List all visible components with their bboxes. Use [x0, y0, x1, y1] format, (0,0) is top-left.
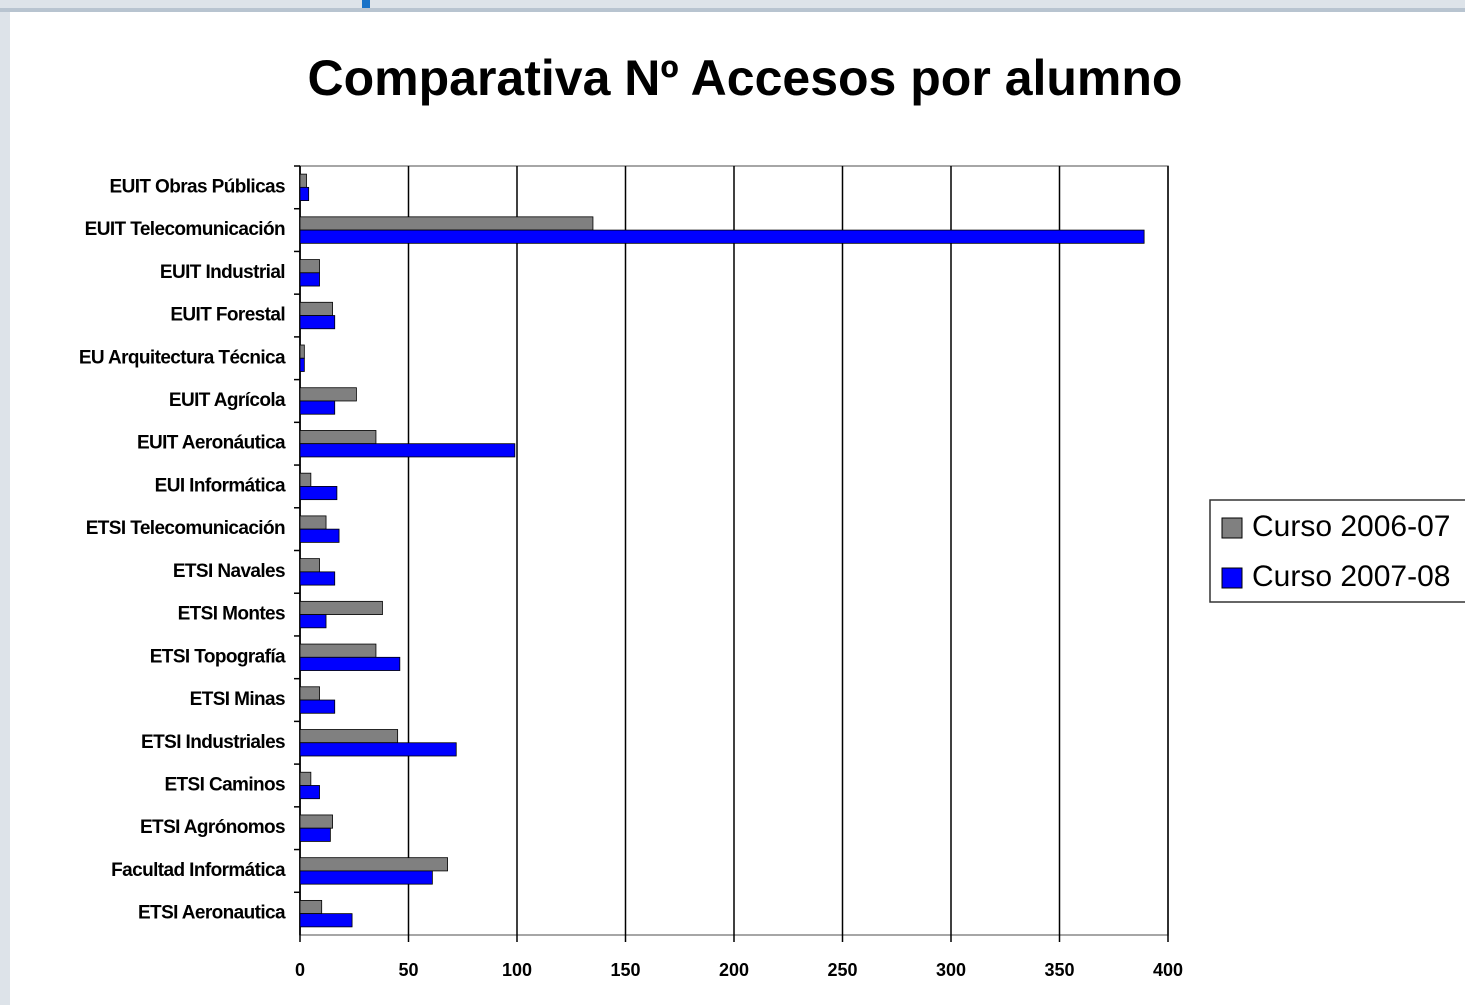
- legend-box: [1209, 499, 1465, 603]
- bar: [299, 387, 357, 402]
- bar: [299, 870, 433, 885]
- bar: [299, 259, 320, 274]
- bar: [299, 558, 320, 573]
- legend-label: Curso 2006-07: [1252, 510, 1450, 543]
- chart-title: Comparativa Nº Accesos por alumno: [308, 50, 1183, 106]
- bar: [299, 357, 305, 372]
- bar: [299, 656, 401, 671]
- top-marker: [362, 0, 370, 8]
- bar: [299, 614, 327, 629]
- bar: [299, 699, 336, 714]
- bar: [299, 443, 516, 458]
- bar: [299, 913, 353, 928]
- bar: [299, 528, 340, 543]
- bar: [299, 643, 377, 658]
- x-tick-label: 0: [295, 960, 305, 980]
- y-tick-label: Facultad Informática: [111, 860, 286, 881]
- y-tick-label: ETSI Telecomunicación: [86, 518, 285, 539]
- y-tick-label: ETSI Aeronautica: [138, 903, 286, 924]
- bar: [299, 814, 333, 829]
- bar: [299, 857, 448, 872]
- x-tick-label: 400: [1153, 960, 1183, 980]
- bar: [299, 827, 331, 842]
- y-tick-label: EUIT Obras Públicas: [110, 176, 286, 197]
- bar: [299, 186, 310, 202]
- x-tick-label: 350: [1044, 960, 1074, 980]
- y-tick-label: EUIT Aeronáutica: [137, 433, 286, 454]
- y-tick-label: EUIT Forestal: [170, 305, 285, 326]
- bar: [299, 216, 594, 231]
- bar: [299, 771, 312, 786]
- y-tick-label: ETSI Agrónomos: [140, 817, 285, 838]
- bar: [299, 229, 1145, 244]
- y-tick-label: ETSI Montes: [178, 604, 285, 625]
- bar: [299, 785, 320, 800]
- bar: [299, 600, 383, 615]
- y-tick-label: EUIT Industrial: [160, 262, 285, 283]
- x-tick-label: 100: [502, 960, 532, 980]
- bar: [299, 571, 336, 586]
- x-tick-label: 200: [719, 960, 749, 980]
- y-tick-label: EUIT Agrícola: [169, 390, 286, 411]
- y-tick-label: EUIT Telecomunicación: [85, 219, 285, 240]
- legend-label: Curso 2007-08: [1252, 560, 1450, 593]
- legend-swatch: [1221, 567, 1243, 589]
- y-tick-label: ETSI Navales: [173, 561, 285, 582]
- bar: [299, 742, 457, 757]
- y-tick-label: ETSI Topografía: [150, 646, 286, 667]
- top-bar: [0, 8, 1465, 12]
- y-tick-label: ETSI Caminos: [164, 774, 285, 795]
- bar: [299, 430, 377, 445]
- x-tick-label: 250: [827, 960, 857, 980]
- y-tick-label: ETSI Minas: [190, 689, 285, 710]
- bar: [299, 301, 333, 316]
- legend-swatch: [1221, 517, 1243, 539]
- bar: [299, 899, 323, 915]
- x-tick-label: 300: [936, 960, 966, 980]
- bar: [299, 272, 320, 287]
- y-tick-label: ETSI Industriales: [141, 732, 285, 753]
- bar: [299, 472, 312, 487]
- bar: [299, 400, 336, 415]
- bar: [299, 515, 327, 530]
- bar: [299, 686, 320, 701]
- x-tick-label: 50: [398, 960, 418, 980]
- y-tick-label: EUI Informática: [155, 475, 286, 496]
- x-tick-label: 150: [610, 960, 640, 980]
- bar: [299, 344, 305, 359]
- bar: [299, 315, 336, 330]
- bar: [299, 173, 307, 188]
- y-tick-label: EU Arquitectura Técnica: [79, 347, 286, 368]
- bar: [299, 486, 338, 501]
- bar: [299, 729, 399, 744]
